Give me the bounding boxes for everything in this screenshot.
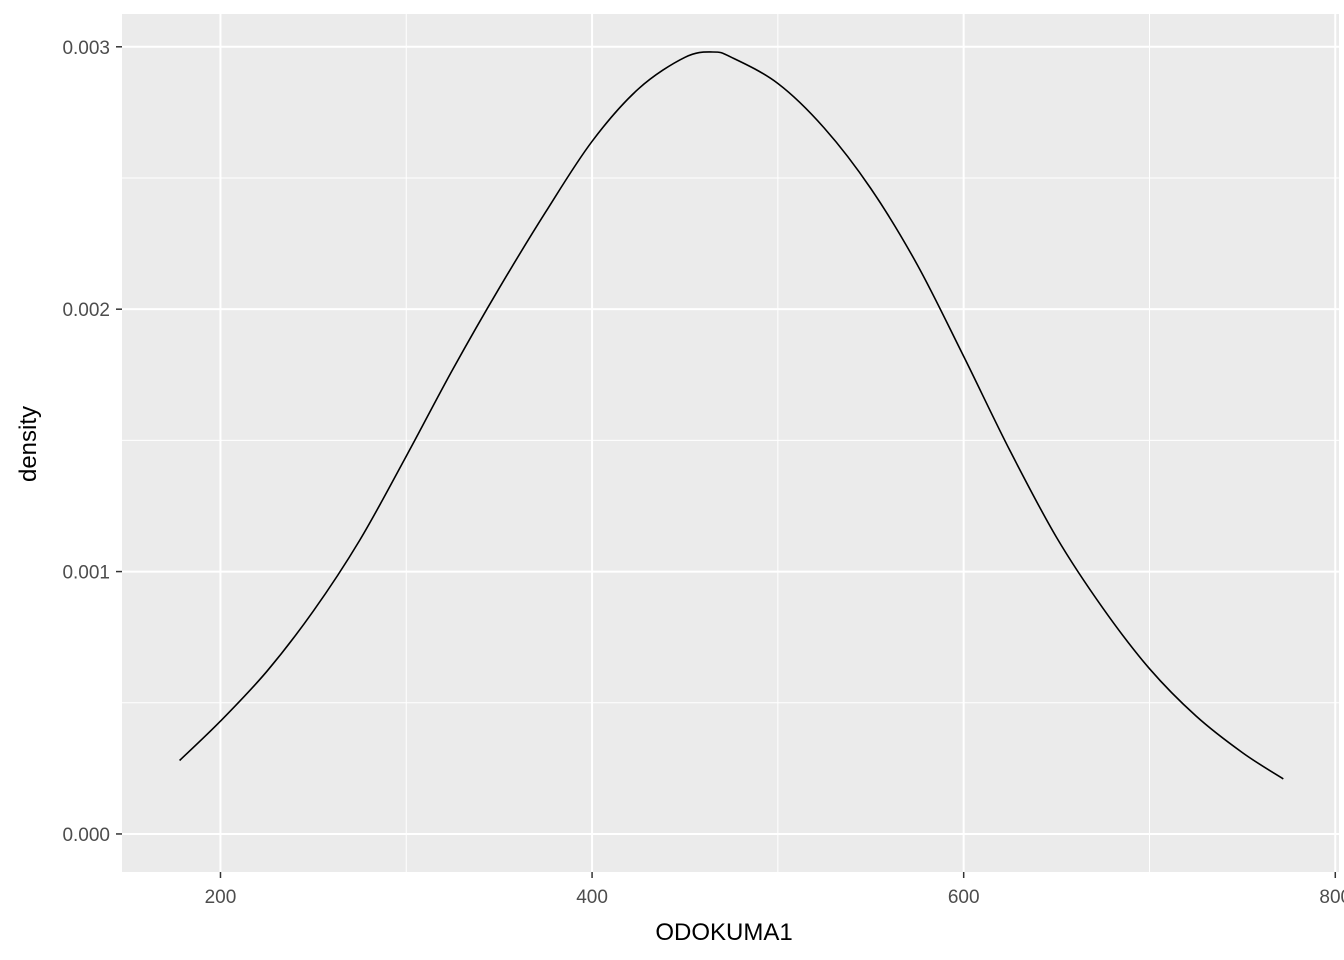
x-tick-label: 400 [576, 887, 608, 908]
y-tick-label: 0.001 [62, 563, 110, 584]
x-axis-title: ODOKUMA1 [655, 919, 792, 946]
plot-panel [122, 14, 1339, 872]
y-tick-label: 0.000 [62, 825, 110, 846]
y-tick-label: 0.003 [62, 38, 110, 59]
y-axis: 0.000 0.001 0.002 0.003 [62, 38, 122, 846]
x-tick-label: 600 [948, 887, 980, 908]
x-tick-label: 800 [1319, 887, 1344, 908]
y-axis-title: density [15, 406, 42, 482]
x-tick-label: 200 [205, 887, 237, 908]
major-gridlines [122, 14, 1339, 872]
x-axis: 200 400 600 800 [205, 872, 1344, 908]
density-curve [179, 51, 1284, 780]
minor-gridlines [122, 14, 1339, 872]
y-tick-label: 0.002 [62, 300, 110, 321]
